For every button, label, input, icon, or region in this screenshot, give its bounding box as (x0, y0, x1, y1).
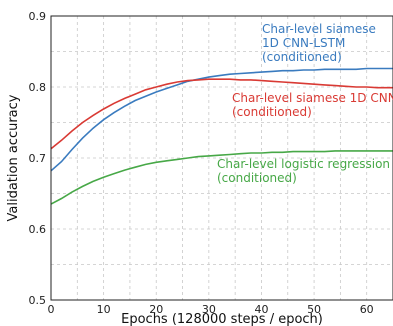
series-annotation-2: Char-level siamese 1D CNN (232, 91, 393, 105)
series-annotation-1: (conditioned) (262, 50, 342, 64)
series-annotation-3: (conditioned) (217, 171, 297, 185)
x-axis-label: Epochs (128000 steps / epoch) (121, 312, 323, 326)
series-line-3 (50, 150, 393, 205)
y-tick-label: 0.6 (29, 223, 47, 236)
y-tick-label: 0.8 (29, 81, 47, 94)
grid-lines (51, 16, 393, 300)
series-line-2 (50, 78, 393, 150)
series-annotation-3: Char-level logistic regression (217, 157, 390, 171)
y-tick-label: 0.7 (29, 152, 47, 165)
x-tick-label: 0 (48, 303, 55, 316)
series-lines (50, 67, 393, 205)
x-tick-label: 60 (360, 303, 374, 316)
tick-labels: 0 10 20 30 40 50 60 0.5 0.6 0.7 0.8 0.9 (29, 10, 374, 316)
series-annotation-1: Char-level siamese (262, 22, 376, 36)
y-tick-label: 0.5 (29, 294, 47, 307)
x-tick-label: 20 (149, 303, 163, 316)
series-annotation-1: 1D CNN-LSTM (262, 36, 345, 50)
series-line-1 (50, 67, 393, 172)
y-axis-label: Validation accuracy (6, 94, 21, 221)
series-annotation-2: (conditioned) (232, 105, 312, 119)
x-tick-label: 10 (97, 303, 111, 316)
y-tick-label: 0.9 (29, 10, 47, 23)
x-tick-label: 40 (254, 303, 268, 316)
x-tick-label: 30 (202, 303, 216, 316)
plot-frame (50, 15, 393, 301)
x-tick-label: 50 (307, 303, 321, 316)
